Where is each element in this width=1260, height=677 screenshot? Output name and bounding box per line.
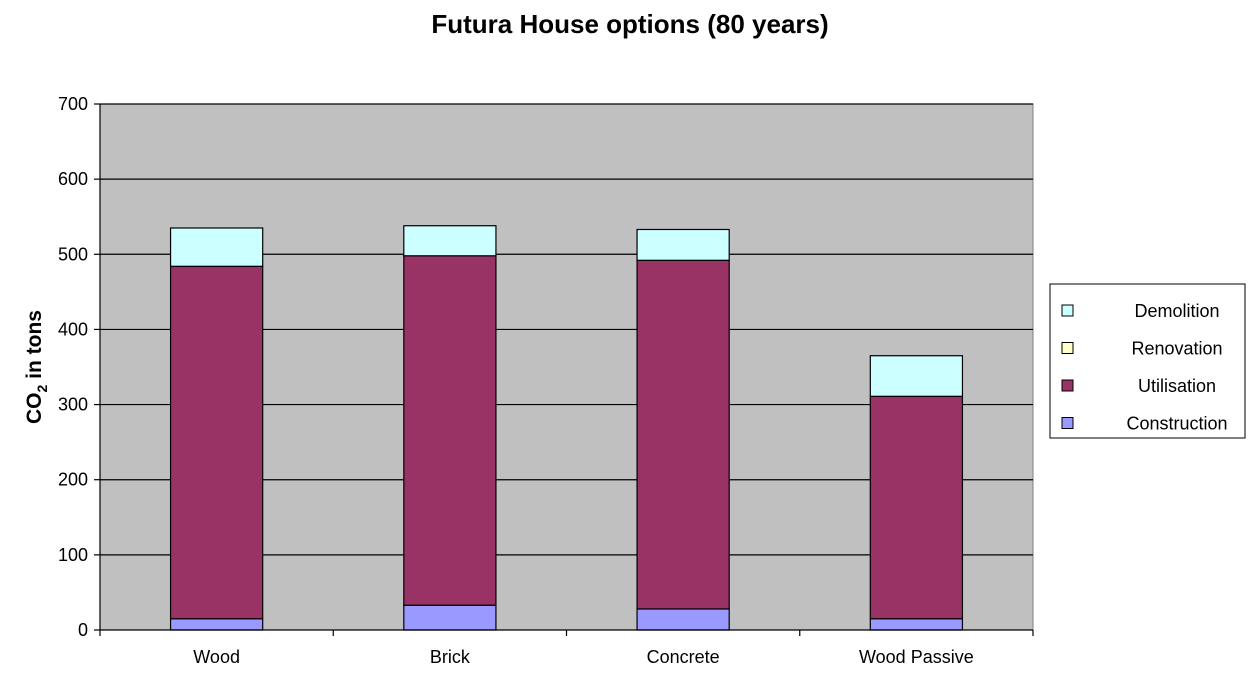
bar-segment-demolition bbox=[169, 227, 264, 267]
y-tick-label: 600 bbox=[58, 169, 88, 189]
x-tick-label: Concrete bbox=[647, 647, 720, 667]
legend-swatch-construction bbox=[1061, 417, 1074, 429]
legend-items: Demolition Renovation Utilisation Construct… bbox=[1061, 301, 1228, 434]
bar-segment-utilisation bbox=[869, 395, 964, 620]
legend-label-renovation: Renovation bbox=[1131, 339, 1222, 359]
bar-segment-demolition bbox=[403, 225, 497, 257]
y-tick-label: 200 bbox=[58, 470, 88, 490]
bar-segment-demolition bbox=[636, 228, 730, 261]
x-tick-label: Wood bbox=[193, 647, 240, 667]
bars bbox=[169, 225, 964, 631]
y-tick-label: 700 bbox=[58, 94, 88, 114]
legend-label-demolition: Demolition bbox=[1134, 301, 1219, 321]
legend-swatch-demolition bbox=[1061, 304, 1074, 317]
bar-segment-construction bbox=[869, 618, 964, 631]
bar-segment-construction bbox=[403, 604, 497, 631]
y-tick-labels: 0 100 200 300 400 500 600 700 bbox=[58, 94, 88, 640]
legend-swatch-utilisation bbox=[1061, 379, 1074, 392]
x-tick-label: Brick bbox=[430, 647, 471, 667]
y-tick-label: 100 bbox=[58, 545, 88, 565]
bar-segment-construction bbox=[169, 618, 264, 631]
y-tick-label: 0 bbox=[78, 620, 88, 640]
legend-label-construction: Construction bbox=[1126, 414, 1227, 434]
bar-segment-construction bbox=[636, 608, 730, 631]
legend-label-utilisation: Utilisation bbox=[1138, 376, 1216, 396]
y-tick-label: 400 bbox=[58, 319, 88, 339]
legend-swatch-renovation bbox=[1061, 342, 1074, 354]
y-axis-label: CO2 in tons bbox=[23, 310, 50, 424]
x-tick-label: Wood Passive bbox=[859, 647, 974, 667]
chart-title: Futura House options (80 years) bbox=[431, 9, 828, 39]
bar-segment-demolition bbox=[869, 355, 964, 397]
legend: Demolition Renovation Utilisation Construct… bbox=[1049, 283, 1246, 439]
bar-segment-utilisation bbox=[636, 259, 730, 610]
bar-segment-utilisation bbox=[403, 255, 497, 606]
axes bbox=[94, 103, 1034, 636]
y-tick-label: 500 bbox=[58, 244, 88, 264]
legend-box bbox=[1049, 283, 1246, 439]
y-tick-label: 300 bbox=[58, 395, 88, 415]
bar-segment-utilisation bbox=[169, 265, 264, 620]
x-tick-labels: Wood Brick Concrete Wood Passive bbox=[193, 647, 973, 667]
